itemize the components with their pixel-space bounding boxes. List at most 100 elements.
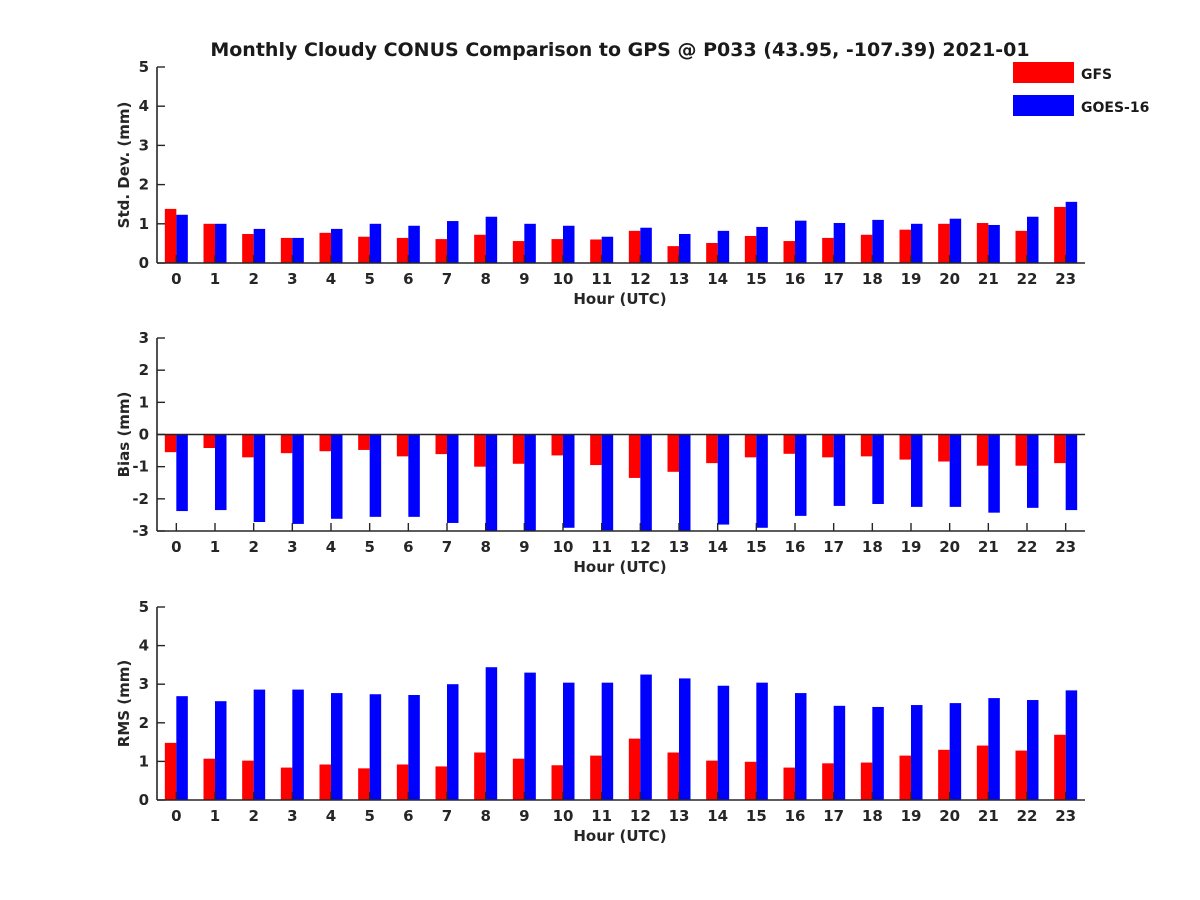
stddev-bar-goes16-1 xyxy=(215,223,227,263)
stddev-bar-gfs-9 xyxy=(512,241,525,263)
stddev-xtick-label: 19 xyxy=(901,270,922,288)
bias-bar-gfs-15 xyxy=(744,434,757,458)
rms-bar-goes16-9 xyxy=(524,672,536,800)
rms-bar-goes16-17 xyxy=(833,705,846,800)
bias-bar-goes16-17 xyxy=(833,434,846,506)
bias-xtick-label: 15 xyxy=(746,538,767,556)
rms-bar-gfs-8 xyxy=(474,752,486,800)
rms-bar-gfs-16 xyxy=(783,767,795,800)
rms-xtick-label: 2 xyxy=(248,807,258,825)
stddev-bar-gfs-3 xyxy=(280,237,293,263)
stddev-bar-goes16-20 xyxy=(949,218,962,263)
bias-bar-gfs-0 xyxy=(164,434,177,453)
bias-xtick-label: 2 xyxy=(248,538,258,556)
rms-bar-gfs-18 xyxy=(860,762,873,800)
stddev-xtick-label: 9 xyxy=(519,270,529,288)
stddev-bar-gfs-1 xyxy=(203,223,215,263)
bias-xtick-label: 10 xyxy=(553,538,574,556)
rms-bar-goes16-16 xyxy=(795,693,807,800)
bias-y-axis-label: Bias (mm) xyxy=(115,392,133,478)
bias-bar-goes16-21 xyxy=(988,434,1000,513)
bias-xtick-label: 17 xyxy=(823,538,844,556)
stddev-bar-gfs-11 xyxy=(590,239,602,263)
rms-xtick-label: 23 xyxy=(1055,807,1076,825)
rms-xtick-label: 3 xyxy=(287,807,297,825)
bias-bar-goes16-6 xyxy=(408,434,420,517)
legend-label-gfs: GFS xyxy=(1081,67,1112,83)
stddev-ytick-label: 1 xyxy=(139,215,149,233)
stddev-xtick-label: 8 xyxy=(480,270,490,288)
rms-bar-goes16-14 xyxy=(717,685,730,800)
stddev-bar-goes16-16 xyxy=(795,220,807,263)
bias-ytick-label: -1 xyxy=(132,458,149,476)
rms-bar-gfs-19 xyxy=(899,755,911,800)
rms-xtick-label: 16 xyxy=(785,807,806,825)
stddev-bar-goes16-5 xyxy=(369,223,382,263)
rms-bar-gfs-20 xyxy=(938,749,950,800)
bias-bar-goes16-19 xyxy=(911,434,923,507)
rms-bar-goes16-8 xyxy=(485,667,498,800)
stddev-xtick-label: 12 xyxy=(630,270,651,288)
bias-bar-gfs-18 xyxy=(860,434,873,457)
rms-xtick-label: 19 xyxy=(901,807,922,825)
bias-bar-goes16-22 xyxy=(1027,434,1039,508)
rms-ytick-label: 0 xyxy=(139,791,149,809)
rms-bar-gfs-3 xyxy=(280,767,293,800)
rms-y-axis-label: RMS (mm) xyxy=(115,660,133,747)
stddev-ytick-label: 2 xyxy=(139,176,149,194)
stddev-xtick-label: 14 xyxy=(707,270,728,288)
stddev-bar-goes16-12 xyxy=(640,227,652,263)
bias-bar-goes16-8 xyxy=(485,434,498,531)
stddev-bar-gfs-19 xyxy=(899,229,911,263)
bias-bar-gfs-20 xyxy=(938,434,950,462)
bias-ytick-label: -3 xyxy=(132,522,149,540)
rms-bar-gfs-7 xyxy=(435,766,447,800)
rms-bar-gfs-13 xyxy=(667,752,679,800)
bias-bar-goes16-12 xyxy=(640,434,652,531)
stddev-xtick-label: 10 xyxy=(553,270,574,288)
bias-bar-gfs-5 xyxy=(358,434,370,450)
legend: GFS GOES-16 xyxy=(1013,62,1149,116)
bias-bar-goes16-14 xyxy=(717,434,730,525)
rms-bar-gfs-23 xyxy=(1054,734,1066,800)
bias-bar-gfs-8 xyxy=(474,434,486,467)
rms-bar-goes16-13 xyxy=(679,678,691,800)
rms-bar-goes16-19 xyxy=(911,705,923,800)
stddev-bar-goes16-17 xyxy=(833,223,846,263)
rms-xtick-label: 18 xyxy=(862,807,883,825)
bias-ytick-label: 0 xyxy=(139,426,149,444)
stddev-xtick-label: 11 xyxy=(591,270,612,288)
bias-xtick-label: 0 xyxy=(171,538,181,556)
stddev-xtick-label: 3 xyxy=(287,270,297,288)
stddev-bar-gfs-15 xyxy=(744,235,757,263)
rms-xtick-label: 8 xyxy=(480,807,490,825)
rms-bar-goes16-0 xyxy=(176,696,188,800)
bias-xtick-label: 4 xyxy=(326,538,336,556)
bias-bar-goes16-3 xyxy=(292,434,304,524)
rms-bar-goes16-11 xyxy=(601,682,614,800)
rms-bar-goes16-6 xyxy=(408,695,420,800)
stddev-bar-goes16-3 xyxy=(292,237,304,263)
rms-xtick-label: 14 xyxy=(707,807,728,825)
rms-bar-gfs-11 xyxy=(590,755,602,800)
rms-xtick-label: 20 xyxy=(939,807,960,825)
bias-x-axis-label: Hour (UTC) xyxy=(573,558,666,576)
bias-bar-gfs-22 xyxy=(1015,434,1027,466)
stddev-bar-goes16-0 xyxy=(176,214,188,263)
bias-bar-goes16-9 xyxy=(524,434,536,531)
bias-xtick-label: 12 xyxy=(630,538,651,556)
stddev-bar-goes16-6 xyxy=(408,225,420,263)
rms-bar-goes16-23 xyxy=(1065,690,1078,800)
stddev-xtick-label: 21 xyxy=(978,270,999,288)
stddev-xtick-label: 4 xyxy=(326,270,336,288)
bias-bar-goes16-10 xyxy=(563,434,575,528)
rms-ytick-label: 2 xyxy=(139,714,149,732)
rms-ytick-label: 4 xyxy=(139,637,149,655)
stddev-bar-gfs-4 xyxy=(319,232,331,263)
rms-xtick-label: 22 xyxy=(1017,807,1038,825)
rms-bar-goes16-2 xyxy=(253,689,266,800)
stddev-bar-goes16-14 xyxy=(717,230,730,263)
stddev-bar-goes16-18 xyxy=(872,219,884,263)
